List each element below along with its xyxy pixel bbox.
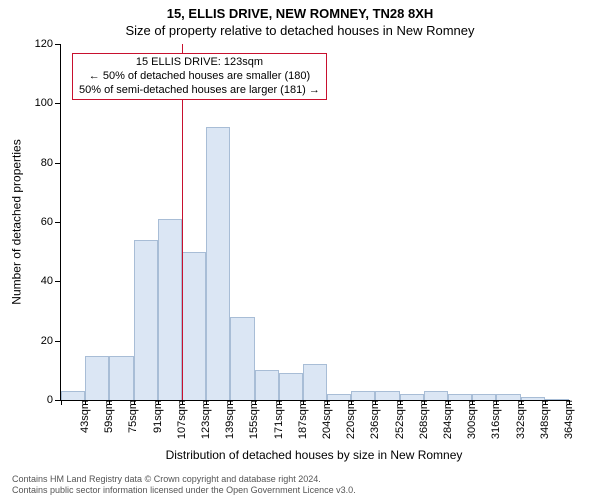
x-tick bbox=[134, 400, 135, 405]
x-tick bbox=[255, 400, 256, 405]
x-tick bbox=[496, 400, 497, 405]
x-tick-label: 348sqm bbox=[537, 400, 551, 439]
x-tick bbox=[545, 400, 546, 405]
x-tick bbox=[400, 400, 401, 405]
x-tick-label: 43sqm bbox=[77, 400, 91, 433]
x-tick-label: 332sqm bbox=[513, 400, 527, 439]
x-tick bbox=[472, 400, 473, 405]
histogram-bar bbox=[61, 391, 85, 400]
x-tick-label: 155sqm bbox=[246, 400, 260, 439]
y-tick-label: 80 bbox=[41, 157, 61, 169]
x-tick-label: 220sqm bbox=[343, 400, 357, 439]
histogram-bar bbox=[375, 391, 399, 400]
y-tick-label: 100 bbox=[35, 97, 61, 109]
x-tick-label: 91sqm bbox=[150, 400, 164, 433]
chart-title-sub: Size of property relative to detached ho… bbox=[0, 23, 600, 38]
x-tick bbox=[327, 400, 328, 405]
x-tick bbox=[351, 400, 352, 405]
x-tick-label: 268sqm bbox=[416, 400, 430, 439]
histogram-bar bbox=[109, 356, 133, 401]
y-tick-label: 40 bbox=[41, 275, 61, 287]
footer-line-1: Contains HM Land Registry data © Crown c… bbox=[12, 474, 356, 485]
histogram-bar bbox=[230, 317, 254, 400]
annotation-box: 15 ELLIS DRIVE: 123sqm← 50% of detached … bbox=[72, 53, 327, 100]
x-tick bbox=[61, 400, 62, 405]
footer-line-2: Contains public sector information licen… bbox=[12, 485, 356, 496]
x-tick-label: 236sqm bbox=[367, 400, 381, 439]
annotation-line: 15 ELLIS DRIVE: 123sqm bbox=[79, 56, 320, 70]
x-tick-label: 252sqm bbox=[392, 400, 406, 439]
y-tick-label: 60 bbox=[41, 216, 61, 228]
x-tick-label: 171sqm bbox=[271, 400, 285, 439]
x-tick bbox=[158, 400, 159, 405]
histogram-bar bbox=[303, 364, 327, 400]
histogram-bar bbox=[206, 127, 230, 400]
histogram-bar bbox=[424, 391, 448, 400]
x-tick-label: 300sqm bbox=[464, 400, 478, 439]
x-tick-label: 139sqm bbox=[222, 400, 236, 439]
histogram-bar bbox=[351, 391, 375, 400]
annotation-line: 50% of semi-detached houses are larger (… bbox=[79, 84, 320, 98]
x-tick-label: 59sqm bbox=[101, 400, 115, 433]
chart-container: 15, ELLIS DRIVE, NEW ROMNEY, TN28 8XH Si… bbox=[0, 0, 600, 500]
x-tick bbox=[569, 400, 570, 405]
footer-attribution: Contains HM Land Registry data © Crown c… bbox=[12, 474, 356, 497]
x-tick bbox=[279, 400, 280, 405]
x-axis-label: Distribution of detached houses by size … bbox=[60, 448, 568, 462]
x-tick-label: 204sqm bbox=[319, 400, 333, 439]
histogram-bar bbox=[255, 370, 279, 400]
y-tick-label: 120 bbox=[35, 38, 61, 50]
x-tick bbox=[109, 400, 110, 405]
x-tick-label: 123sqm bbox=[198, 400, 212, 439]
x-tick bbox=[230, 400, 231, 405]
histogram-bar bbox=[182, 252, 206, 400]
chart-title-main: 15, ELLIS DRIVE, NEW ROMNEY, TN28 8XH bbox=[0, 6, 600, 21]
x-tick-label: 107sqm bbox=[174, 400, 188, 439]
histogram-bar bbox=[134, 240, 158, 400]
x-tick bbox=[182, 400, 183, 405]
x-tick bbox=[448, 400, 449, 405]
x-tick-label: 187sqm bbox=[295, 400, 309, 439]
x-tick bbox=[521, 400, 522, 405]
x-tick-label: 284sqm bbox=[440, 400, 454, 439]
x-tick bbox=[303, 400, 304, 405]
x-tick-label: 75sqm bbox=[125, 400, 139, 433]
histogram-bar bbox=[85, 356, 109, 401]
y-tick-label: 20 bbox=[41, 335, 61, 347]
annotation-line: ← 50% of detached houses are smaller (18… bbox=[79, 70, 320, 84]
y-axis-label: Number of detached properties bbox=[10, 44, 24, 400]
histogram-bar bbox=[158, 219, 182, 400]
x-tick bbox=[85, 400, 86, 405]
histogram-bar bbox=[279, 373, 303, 400]
x-tick bbox=[424, 400, 425, 405]
y-tick-label: 0 bbox=[47, 394, 61, 406]
x-tick bbox=[375, 400, 376, 405]
x-tick bbox=[206, 400, 207, 405]
x-tick-label: 316sqm bbox=[488, 400, 502, 439]
x-tick-label: 364sqm bbox=[561, 400, 575, 439]
